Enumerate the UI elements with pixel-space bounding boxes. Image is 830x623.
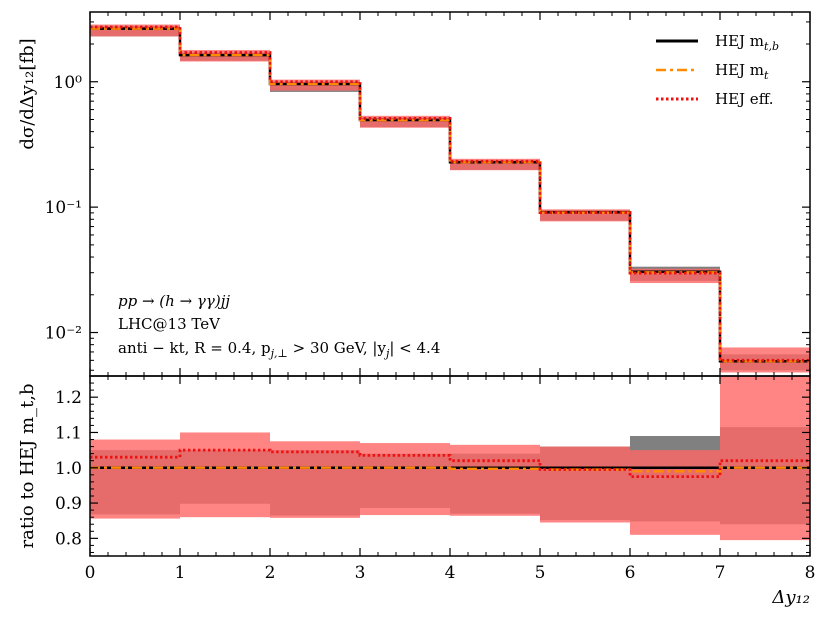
lower-y-tick-label-3: 1.1 [55, 423, 82, 443]
legend-label-1: HEJ m [715, 61, 764, 79]
svg-text:HEJ mt: HEJ mt [715, 61, 769, 82]
x-tick-label-3: 3 [355, 563, 366, 583]
legend-entry-1: HEJ mt [656, 61, 769, 82]
annotation-cuts-c: > 30 GeV, |y [288, 339, 387, 357]
annotation-cuts: anti − kt, R = 0.4, pj,⊥ > 30 GeV, |yj| … [118, 339, 440, 360]
x-tick-label-0: 0 [85, 563, 96, 583]
lower-series-2-step [90, 448, 810, 478]
upper-band-2-bin-4 [450, 158, 540, 171]
upper-band-2-bin-0 [90, 24, 180, 37]
x-tick-label-7: 7 [715, 563, 726, 583]
lower-band-2-bin-4 [450, 444, 540, 516]
lower-band-2-bin-2 [270, 441, 360, 518]
annotation-collider: LHC@13 TeV [118, 315, 221, 333]
annotation-cuts-b: j,⊥ [268, 347, 288, 360]
lower-series-1-step [90, 466, 810, 473]
x-tick-label-6: 6 [625, 563, 636, 583]
upper-series-0-step [90, 27, 810, 363]
upper-series-2-step [90, 25, 810, 362]
x-tick-label-8: 8 [805, 563, 816, 583]
upper-band-2-bin-3 [360, 115, 450, 128]
upper-band-2-bin-7 [720, 347, 810, 373]
legend-entry-0: HEJ mt,b [656, 32, 779, 53]
upper-y-tick-label-2: 10⁻² [45, 324, 82, 344]
legend-entry-2: HEJ eff. [656, 90, 774, 108]
lower-band-2-bin-7 [720, 376, 810, 541]
axes-group [89, 11, 811, 557]
lower-band-2-bin-5 [540, 446, 630, 523]
lower-lines-group [90, 448, 810, 478]
legend-sub-0: t,b [764, 40, 779, 53]
annotation-cuts-e: | < 4.4 [389, 339, 440, 357]
lower-band-2-bin-3 [360, 443, 450, 516]
annotation-process: pp → (h → γγ)jj [118, 292, 230, 310]
lower-y-tick-label-0: 0.8 [55, 529, 82, 549]
lower-band-2-bin-0 [90, 439, 180, 519]
svg-text:HEJ mt,b: HEJ mt,b [715, 32, 779, 53]
x-tick-label-4: 4 [445, 563, 456, 583]
labels-group: 0 1 2 3 4 5 6 7 8 10⁰ 10⁻¹ 10⁻² 0.8 0.9 1.0 1.1 1.2 Δy₁₂ d… [17, 38, 815, 608]
lower-y-tick-label-1: 0.9 [55, 494, 82, 514]
lower-band-2-bin-1 [180, 432, 270, 518]
upper-y-tick-label-1: 10⁻¹ [45, 198, 82, 218]
lower-y-tick-label-2: 1.0 [55, 459, 82, 479]
x-axis-title: Δy₁₂ [771, 587, 810, 608]
lower-y-tick-label-4: 1.2 [55, 388, 82, 408]
x-tick-label-1: 1 [175, 563, 186, 583]
lower-band-2-bin-6 [630, 450, 720, 535]
legend-label-2: HEJ eff. [715, 90, 774, 108]
lower-bands-group [90, 376, 810, 541]
upper-lines-group [90, 25, 810, 363]
legend-sub-1: t [764, 69, 769, 82]
legend-label-0: HEJ m [715, 32, 764, 50]
upper-y-axis-title: dσ/dΔy₁₂[fb] [17, 38, 38, 149]
lower-y-axis-title: ratio to HEJ m_t,b [17, 384, 38, 549]
x-tick-label-2: 2 [265, 563, 276, 583]
annotation-cuts-d: j [383, 347, 390, 360]
annotation-cuts-a: anti − kt, R = 0.4, p [118, 339, 271, 357]
x-tick-label-5: 5 [535, 563, 546, 583]
upper-y-tick-label-0: 10⁰ [54, 73, 83, 93]
legend: HEJ mt,b HEJ mt HEJ eff. [656, 32, 779, 108]
upper-series-1-step [90, 27, 810, 363]
annotation-block: pp → (h → γγ)jj LHC@13 TeV anti − kt, R … [118, 292, 440, 360]
